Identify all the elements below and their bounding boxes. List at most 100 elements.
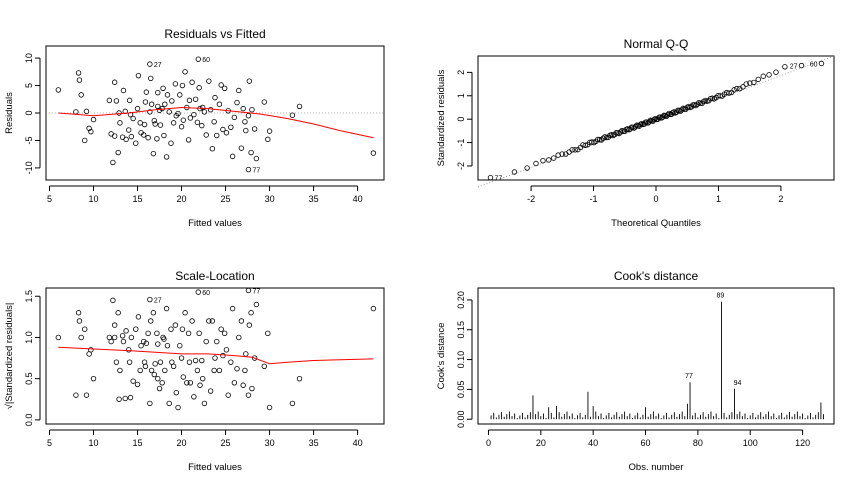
data-point	[251, 355, 258, 361]
data-point	[187, 380, 194, 386]
data-point	[170, 363, 177, 370]
data-point	[249, 385, 255, 392]
qq-point	[555, 152, 561, 158]
x-tick-label: 80	[693, 438, 703, 448]
point-label: 60	[202, 290, 210, 297]
qq-point	[569, 147, 575, 153]
data-point	[122, 395, 128, 402]
data-point	[78, 92, 84, 98]
data-point	[137, 120, 143, 126]
data-point	[189, 79, 195, 85]
plot-frame	[477, 287, 835, 425]
x-tick-label: 35	[309, 194, 319, 204]
data-point	[148, 318, 154, 324]
data-point	[145, 330, 151, 337]
data-point	[249, 107, 255, 113]
data-point	[113, 98, 120, 104]
data-point	[73, 392, 79, 398]
x-tick-label: -2	[527, 194, 535, 204]
data-point	[209, 318, 216, 324]
qq-point	[595, 136, 601, 143]
data-point	[135, 314, 142, 320]
qq-point	[572, 147, 578, 153]
data-point	[229, 153, 236, 160]
smooth-line	[58, 346, 374, 365]
labeled-point	[818, 60, 825, 67]
data-point	[229, 305, 236, 312]
data-point	[289, 112, 296, 118]
data-point	[220, 352, 226, 359]
point-label: 27	[154, 62, 162, 69]
data-point	[251, 126, 258, 132]
data-point	[128, 334, 135, 341]
x-tick-label: 2	[778, 194, 783, 204]
data-point	[116, 110, 122, 116]
data-point	[168, 326, 174, 332]
data-point	[261, 363, 267, 370]
data-point	[187, 115, 194, 121]
data-point	[179, 326, 186, 332]
x-tick-label: 20	[177, 438, 187, 448]
x-tick-label: 5	[47, 194, 52, 204]
y-tick-label: -1	[456, 139, 466, 147]
y-tick-label: 0.10	[456, 351, 466, 369]
x-axis-label: Fitted values	[188, 218, 242, 229]
x-tick-label: 35	[309, 438, 319, 448]
data-point	[110, 159, 116, 166]
data-point	[211, 119, 217, 125]
x-tick-label: 5	[47, 438, 52, 448]
qq-point	[740, 84, 746, 90]
data-point	[173, 389, 179, 396]
y-tick-label: 0	[456, 117, 466, 122]
data-point	[116, 396, 122, 402]
data-point	[120, 87, 127, 94]
data-point	[134, 105, 141, 112]
data-point	[83, 392, 90, 398]
point-label: 77	[494, 176, 502, 183]
qq-point	[664, 112, 671, 118]
data-point	[178, 355, 185, 361]
cooks-distance-panel: Cook's distance 0 20 40 60 80 100 120 0.00 0.05 0.…	[436, 269, 835, 473]
data-point	[265, 330, 271, 337]
data-point	[234, 366, 240, 372]
x-axis-label: Theoretical Quantiles	[611, 218, 701, 229]
qq-point	[693, 102, 699, 109]
point-label: 27	[790, 64, 798, 71]
data-point	[201, 109, 208, 115]
data-point	[201, 400, 208, 407]
qq-point	[652, 115, 659, 122]
plot-title: Cook's distance	[614, 269, 699, 283]
normal-qq-panel: Normal Q-Q -2 -1 0 1 2 -2 -1 0 1 2 Theoretical Quan…	[436, 37, 835, 229]
data-point	[192, 357, 199, 364]
data-point	[186, 359, 193, 365]
data-point	[159, 380, 165, 386]
data-point	[111, 322, 118, 328]
x-tick-label: 15	[133, 194, 143, 204]
data-point	[83, 108, 90, 115]
data-point	[123, 136, 129, 143]
qq-point	[551, 155, 557, 161]
point-label: 27	[154, 298, 162, 305]
data-point	[76, 318, 83, 324]
data-point	[212, 355, 218, 361]
data-point	[151, 371, 157, 378]
x-tick-label: 20	[177, 194, 187, 204]
data-point	[211, 367, 217, 374]
data-point	[231, 380, 238, 386]
data-point	[243, 127, 249, 134]
qq-point	[511, 169, 518, 175]
qq-point	[587, 139, 593, 146]
scale-location-panel: Scale-Location 5 10 15 20 25 30 35 40 0.0 0.5 1.0 1.…	[4, 269, 385, 473]
data-point	[88, 128, 94, 135]
y-tick-label: 1	[456, 93, 466, 98]
qq-point	[651, 116, 657, 123]
data-point	[168, 140, 174, 146]
x-tick-label: 60	[641, 438, 651, 448]
x-tick-label: 40	[353, 194, 363, 204]
qq-point	[666, 110, 672, 117]
data-point	[134, 381, 141, 388]
data-point	[180, 117, 187, 123]
data-point	[111, 133, 118, 139]
qq-point	[715, 92, 721, 99]
qq-point	[533, 160, 539, 167]
